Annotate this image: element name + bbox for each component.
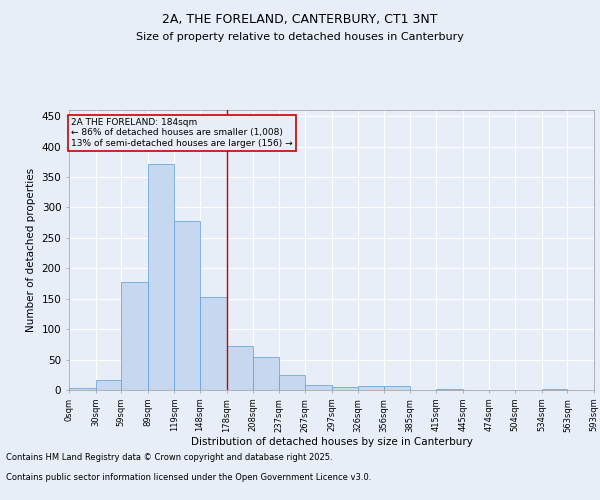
Text: Size of property relative to detached houses in Canterbury: Size of property relative to detached ho… [136,32,464,42]
X-axis label: Distribution of detached houses by size in Canterbury: Distribution of detached houses by size … [191,437,472,447]
Bar [305,384,332,390]
Bar [436,389,463,390]
Text: 2A, THE FORELAND, CANTERBURY, CT1 3NT: 2A, THE FORELAND, CANTERBURY, CT1 3NT [162,12,438,26]
Bar [200,298,227,390]
Text: Contains HM Land Registry data © Crown copyright and database right 2025.: Contains HM Land Registry data © Crown c… [6,452,332,462]
Text: 2A THE FORELAND: 184sqm
← 86% of detached houses are smaller (1,008)
13% of semi: 2A THE FORELAND: 184sqm ← 86% of detache… [71,118,292,148]
Bar [384,386,410,390]
Bar [148,164,175,390]
Bar [279,375,305,390]
Text: Contains public sector information licensed under the Open Government Licence v3: Contains public sector information licen… [6,472,371,482]
Bar [69,388,95,390]
Bar [175,221,200,390]
Bar [253,357,279,390]
Bar [121,282,148,390]
Bar [332,387,358,390]
Bar [227,346,253,390]
Bar [95,380,121,390]
Bar [358,386,384,390]
Y-axis label: Number of detached properties: Number of detached properties [26,168,36,332]
Bar [542,389,568,390]
